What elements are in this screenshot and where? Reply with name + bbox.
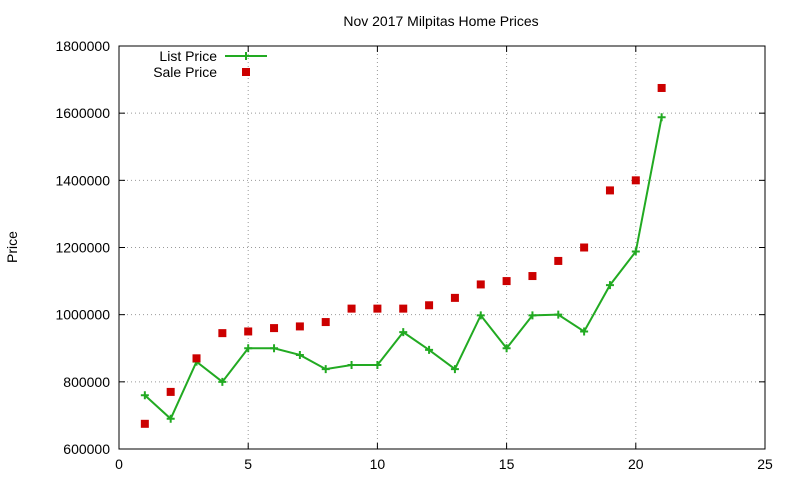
data-point [140,419,149,428]
series [140,83,666,428]
data-point [605,281,614,290]
y-axis-label: Price [4,231,20,263]
data-point [657,83,666,92]
data-point [166,414,175,423]
data-point [425,301,434,310]
data-point [373,304,382,313]
data-point [554,256,563,265]
data-point [295,350,304,359]
y-tick-label: 1200000 [55,240,110,256]
data-point [244,327,253,336]
data-point [502,344,511,353]
data-point [140,391,149,400]
data-point [270,324,279,333]
x-tick-label: 10 [370,456,386,472]
data-point [425,345,434,354]
data-point [399,304,408,313]
chart-title: Nov 2017 Milpitas Home Prices [343,13,538,29]
data-point [631,176,640,185]
legend-label: Sale Price [153,64,217,80]
data-point [399,328,408,337]
data-point [373,361,382,370]
data-point [580,327,589,336]
y-tick-label: 1800000 [55,38,110,54]
data-point [270,344,279,353]
data-point [321,318,330,327]
data-point [218,329,227,338]
data-point [554,310,563,319]
series-line [144,117,663,421]
y-tick-label: 600000 [63,441,110,457]
data-point [476,311,485,320]
data-point [192,354,201,363]
legend-label: List Price [159,48,217,64]
x-tick-label: 5 [244,456,252,472]
x-tick-label: 0 [115,456,123,472]
grid [119,46,765,449]
data-point [450,293,459,302]
data-point [476,280,485,289]
y-tick-label: 800000 [63,374,110,390]
x-tick-label: 25 [757,456,773,472]
legend-marker [242,52,250,60]
data-point [218,377,227,386]
series-0 [140,113,666,423]
data-point [528,272,537,281]
data-point [631,247,640,256]
data-point [166,387,175,396]
data-point [347,304,356,313]
data-point [295,322,304,331]
data-point [657,113,666,122]
legend-marker [242,68,250,76]
data-point [321,365,330,374]
y-tick-label: 1000000 [55,307,110,323]
plot-frame [118,45,766,450]
x-tick-label: 20 [628,456,644,472]
data-point [528,311,537,320]
y-tick-label: 1600000 [55,105,110,121]
data-point [347,361,356,370]
data-point [580,243,589,252]
data-point [450,365,459,374]
data-point [244,344,253,353]
x-tick-label: 15 [499,456,515,472]
y-tick-label: 1400000 [55,172,110,188]
data-point [502,277,511,286]
series-1 [140,83,666,428]
data-point [605,186,614,195]
axis-ticks: 0 5 10 15 20 25 600000 800000 1000000 1200000 1400… [55,38,773,472]
